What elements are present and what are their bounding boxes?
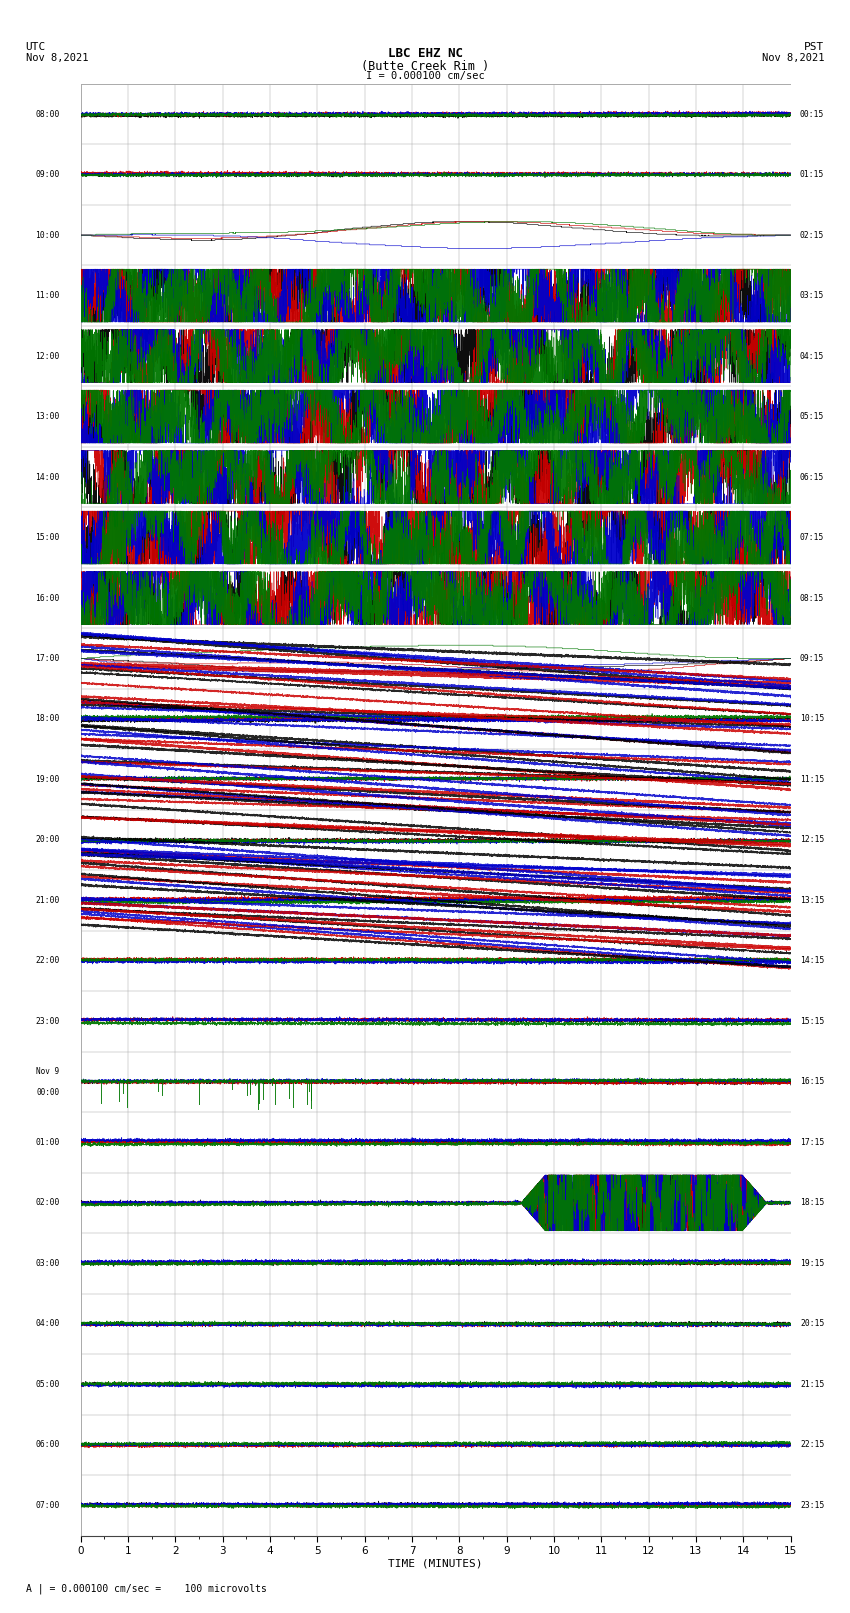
Text: 23:00: 23:00 — [35, 1016, 60, 1026]
Text: 04:00: 04:00 — [35, 1319, 60, 1329]
Text: 08:15: 08:15 — [800, 594, 824, 603]
Text: Nov 9: Nov 9 — [37, 1066, 60, 1076]
Text: 22:00: 22:00 — [35, 957, 60, 966]
Text: 01:15: 01:15 — [800, 169, 824, 179]
Text: 19:15: 19:15 — [800, 1258, 824, 1268]
Text: 18:00: 18:00 — [35, 715, 60, 724]
Text: 21:15: 21:15 — [800, 1379, 824, 1389]
Text: Nov 8,2021: Nov 8,2021 — [762, 53, 824, 63]
Text: 02:15: 02:15 — [800, 231, 824, 240]
Text: 10:00: 10:00 — [35, 231, 60, 240]
Text: 11:00: 11:00 — [35, 290, 60, 300]
Text: 23:15: 23:15 — [800, 1500, 824, 1510]
Text: 20:15: 20:15 — [800, 1319, 824, 1329]
Text: I = 0.000100 cm/sec: I = 0.000100 cm/sec — [366, 71, 484, 81]
Text: 03:15: 03:15 — [800, 290, 824, 300]
Text: PST: PST — [804, 42, 824, 52]
Text: 18:15: 18:15 — [800, 1198, 824, 1208]
Text: 13:00: 13:00 — [35, 411, 60, 421]
Text: 17:15: 17:15 — [800, 1137, 824, 1147]
Text: UTC: UTC — [26, 42, 46, 52]
Text: 01:00: 01:00 — [35, 1137, 60, 1147]
Text: 00:00: 00:00 — [37, 1089, 60, 1097]
Text: 19:00: 19:00 — [35, 774, 60, 784]
Text: 07:00: 07:00 — [35, 1500, 60, 1510]
Text: 05:15: 05:15 — [800, 411, 824, 421]
Text: A | = 0.000100 cm/sec =    100 microvolts: A | = 0.000100 cm/sec = 100 microvolts — [26, 1582, 266, 1594]
Text: 06:15: 06:15 — [800, 473, 824, 482]
Text: 20:00: 20:00 — [35, 836, 60, 845]
Text: 12:15: 12:15 — [800, 836, 824, 845]
Text: 00:15: 00:15 — [800, 110, 824, 119]
Text: 16:00: 16:00 — [35, 594, 60, 603]
Text: (Butte Creek Rim ): (Butte Creek Rim ) — [361, 60, 489, 73]
Text: 15:00: 15:00 — [35, 532, 60, 542]
Text: 09:00: 09:00 — [35, 169, 60, 179]
Text: 21:00: 21:00 — [35, 895, 60, 905]
Text: 14:15: 14:15 — [800, 957, 824, 966]
Text: 14:00: 14:00 — [35, 473, 60, 482]
Text: 11:15: 11:15 — [800, 774, 824, 784]
Text: 15:15: 15:15 — [800, 1016, 824, 1026]
Text: LBC EHZ NC: LBC EHZ NC — [388, 47, 462, 60]
Text: Nov 8,2021: Nov 8,2021 — [26, 53, 88, 63]
Text: 22:15: 22:15 — [800, 1440, 824, 1450]
Text: 17:00: 17:00 — [35, 653, 60, 663]
Text: 02:00: 02:00 — [35, 1198, 60, 1208]
Text: 09:15: 09:15 — [800, 653, 824, 663]
Text: 10:15: 10:15 — [800, 715, 824, 724]
Text: 05:00: 05:00 — [35, 1379, 60, 1389]
Text: 08:00: 08:00 — [35, 110, 60, 119]
X-axis label: TIME (MINUTES): TIME (MINUTES) — [388, 1558, 483, 1569]
Text: 12:00: 12:00 — [35, 352, 60, 361]
Text: 16:15: 16:15 — [800, 1077, 824, 1087]
Text: 07:15: 07:15 — [800, 532, 824, 542]
Text: 13:15: 13:15 — [800, 895, 824, 905]
Text: 04:15: 04:15 — [800, 352, 824, 361]
Text: 06:00: 06:00 — [35, 1440, 60, 1450]
Text: 03:00: 03:00 — [35, 1258, 60, 1268]
